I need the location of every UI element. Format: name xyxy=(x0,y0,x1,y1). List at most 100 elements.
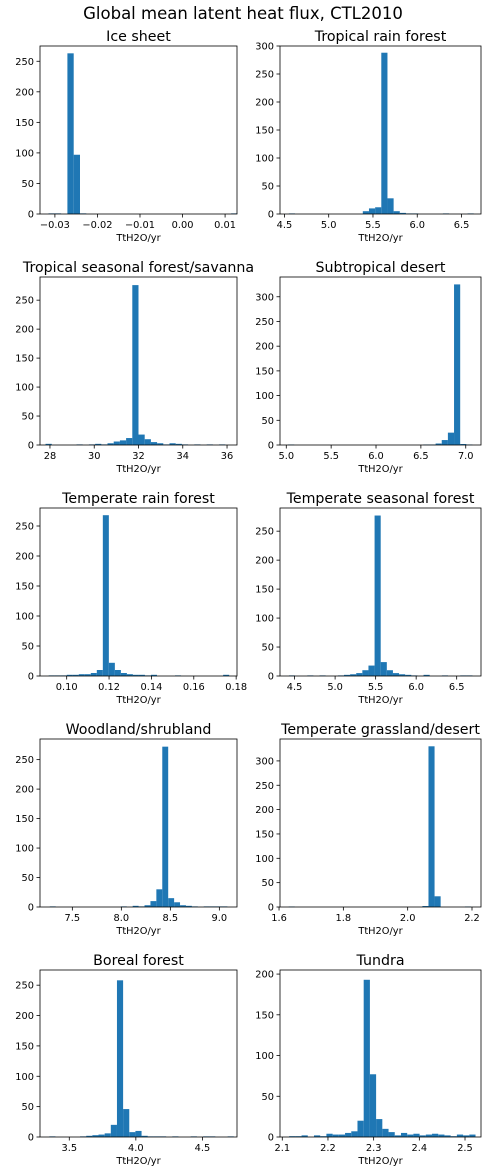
histogram-bar xyxy=(157,443,164,445)
y-tick-label: 100 xyxy=(15,148,34,159)
histogram-bar xyxy=(104,1133,111,1137)
x-tick-label: 4.5 xyxy=(287,682,303,693)
histogram-bar xyxy=(438,1134,445,1137)
histogram-bar xyxy=(144,439,151,445)
histogram-bar xyxy=(102,515,109,676)
histogram-bar xyxy=(432,1133,439,1137)
histogram-bars xyxy=(48,515,230,676)
histogram-bar xyxy=(338,1134,346,1137)
histogram-bar xyxy=(356,673,363,676)
histogram-bar xyxy=(363,979,370,1137)
histogram-bar xyxy=(434,896,441,907)
x-tick-label: 0.18 xyxy=(225,682,247,693)
y-tick-label: 150 xyxy=(15,354,34,365)
panel-title: Temperate rain forest xyxy=(61,491,215,507)
y-tick-label: 150 xyxy=(255,829,274,840)
histogram-bar xyxy=(110,1124,117,1137)
y-tick-label: 0 xyxy=(28,672,34,683)
y-tick-label: 100 xyxy=(15,383,34,394)
histogram-bar xyxy=(350,674,357,676)
x-tick-label: 5.5 xyxy=(365,220,381,231)
y-tick-label: 0 xyxy=(268,903,274,914)
histogram-bars xyxy=(288,746,472,908)
y-tick-label: 100 xyxy=(255,854,274,865)
y-tick-label: 200 xyxy=(255,805,274,816)
histogram-bar xyxy=(368,665,375,676)
panel-title: Tropical seasonal forest/savanna xyxy=(22,260,254,276)
histogram-bar xyxy=(369,1074,377,1137)
histogram-bar xyxy=(73,154,80,214)
y-tick-label: 0 xyxy=(268,672,274,683)
histogram-bar xyxy=(386,670,393,676)
axes-frame xyxy=(39,738,238,908)
y-tick-label: 50 xyxy=(22,873,34,884)
y-tick-label: 150 xyxy=(15,118,34,129)
histogram-bar xyxy=(185,905,192,907)
y-tick-label: 300 xyxy=(255,42,274,53)
histogram-bar xyxy=(413,1133,420,1137)
histogram-bar xyxy=(132,674,139,676)
x-tick-label: 0.01 xyxy=(214,220,236,231)
histogram-bar xyxy=(456,1134,464,1137)
histogram-bars xyxy=(49,746,228,908)
y-tick-label: 0 xyxy=(28,210,34,221)
x-tick-label: 0.10 xyxy=(56,682,78,693)
y-tick-label: 100 xyxy=(15,612,34,623)
x-tick-label: 8.0 xyxy=(114,913,130,924)
y-tick-label: 150 xyxy=(15,1041,34,1052)
histogram-bar xyxy=(174,902,181,907)
histogram-panel: 0.10 0.12 0.14 0.16 0.18 0 50 100 150 200 250 Tempe… xyxy=(15,491,247,706)
y-tick-label: 50 xyxy=(262,416,274,427)
x-tick-label: 34 xyxy=(177,451,189,462)
y-tick-label: 50 xyxy=(262,1092,274,1103)
axes-frame xyxy=(279,738,482,908)
y-tick-label: 300 xyxy=(255,292,274,303)
histogram-bar xyxy=(380,662,387,676)
histogram-bars xyxy=(48,53,238,214)
histogram-bar xyxy=(332,1134,339,1137)
panel-title: Tropical rain forest xyxy=(314,29,447,45)
histogram-bar xyxy=(135,1130,142,1137)
histogram-bar xyxy=(114,670,121,676)
histogram-bar xyxy=(98,1134,105,1137)
x-tick-label: 6.0 xyxy=(409,220,425,231)
histogram-bar xyxy=(67,53,74,214)
x-tick-label: 0.00 xyxy=(172,220,194,231)
y-tick-label: 50 xyxy=(262,182,274,193)
axes-frame xyxy=(39,969,238,1138)
histogram-panel: 4.5 5.0 5.5 6.0 6.5 0 50 100 150 200 250 300 Tropica… xyxy=(255,29,482,244)
y-tick-label: 200 xyxy=(255,342,274,353)
x-tick-label: 2.1 xyxy=(274,1143,290,1154)
histogram-bar xyxy=(129,1132,136,1137)
panel-title: Temperate grassland/desert xyxy=(280,722,480,738)
histogram-bar xyxy=(301,1135,308,1137)
histogram-bar xyxy=(399,674,406,676)
axes-frame xyxy=(39,507,238,677)
x-tick-label: 0.16 xyxy=(183,682,205,693)
x-tick-label: 6.0 xyxy=(408,682,424,693)
y-tick-label: 250 xyxy=(15,981,34,992)
x-tick-label: 8.5 xyxy=(163,913,179,924)
x-tick-label: 1.6 xyxy=(271,913,287,924)
histogram-bar xyxy=(313,1135,321,1137)
y-tick-label: 0 xyxy=(268,210,274,221)
x-tick-label: 7.5 xyxy=(65,913,81,924)
y-tick-label: 250 xyxy=(255,527,274,538)
y-tick-label: 150 xyxy=(15,814,34,825)
histogram-bar xyxy=(351,1131,358,1137)
x-tick-label: 6.5 xyxy=(413,451,429,462)
histogram-bar xyxy=(368,208,376,214)
x-tick-label: 2.2 xyxy=(320,1143,336,1154)
histogram-bar xyxy=(45,443,52,445)
histogram-bar xyxy=(435,443,442,445)
axes-frame xyxy=(39,45,238,215)
axes-frame xyxy=(279,45,482,215)
histogram-bar xyxy=(141,1135,148,1137)
x-tick-label: 5.0 xyxy=(327,682,343,693)
histogram-bar xyxy=(132,285,139,445)
histogram-bar xyxy=(393,211,400,214)
y-tick-label: 100 xyxy=(15,1072,34,1083)
y-tick-label: 150 xyxy=(255,126,274,137)
panel-title: Boreal forest xyxy=(93,953,184,969)
